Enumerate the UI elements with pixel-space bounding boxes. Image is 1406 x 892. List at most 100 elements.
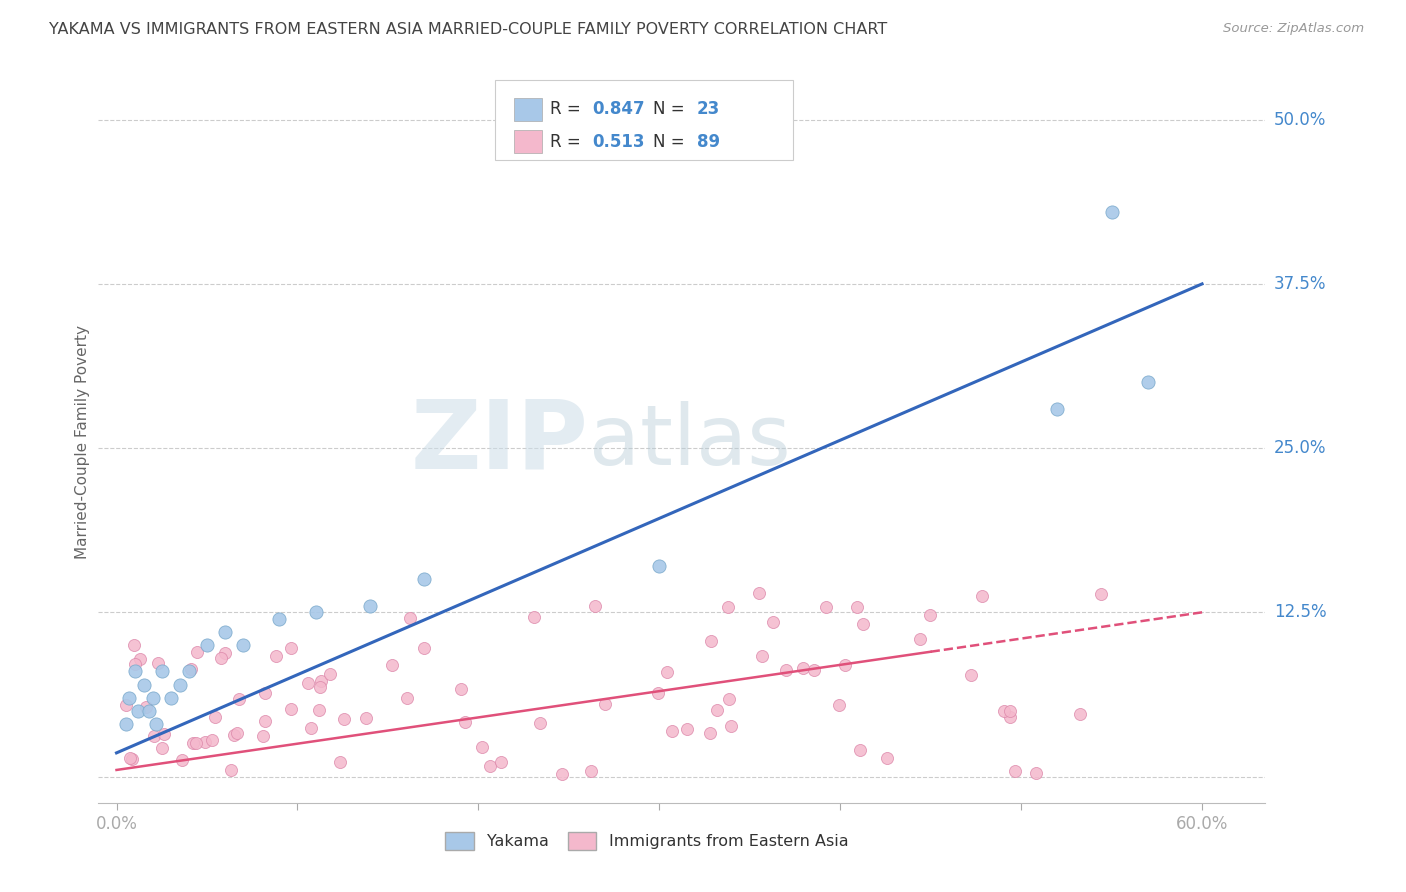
Point (150, 740, 173, 755)
Point (751, 649, 773, 664)
Point (998, 704, 1021, 718)
Point (209, 650, 232, 665)
Point (146, 656, 169, 670)
Text: 37.5%: 37.5% (1274, 275, 1326, 293)
Point (132, 677, 155, 691)
Point (648, 559, 671, 574)
FancyBboxPatch shape (495, 80, 793, 160)
Point (153, 726, 176, 740)
Text: atlas: atlas (589, 401, 790, 482)
Point (304, 605, 326, 619)
Text: 50.0%: 50.0% (1274, 111, 1326, 128)
Point (309, 680, 332, 694)
Point (159, 690, 181, 705)
Point (118, 690, 141, 705)
Point (471, 739, 494, 754)
Point (413, 573, 436, 587)
Point (775, 663, 797, 677)
Point (1101, 204, 1123, 219)
Point (1136, 376, 1159, 390)
Text: R =: R = (550, 100, 586, 118)
Point (127, 704, 149, 718)
Point (115, 698, 138, 713)
Point (145, 717, 167, 731)
Point (201, 733, 224, 747)
Point (748, 586, 770, 600)
Point (583, 599, 606, 614)
Point (214, 646, 236, 660)
FancyBboxPatch shape (513, 97, 541, 120)
Point (849, 743, 872, 757)
Point (413, 640, 436, 655)
Point (910, 632, 932, 646)
Y-axis label: Married-Couple Family Poverty: Married-Couple Family Poverty (75, 325, 90, 558)
Point (454, 715, 477, 730)
Point (269, 612, 291, 626)
Point (143, 729, 166, 743)
Point (329, 755, 352, 769)
Point (354, 711, 377, 725)
FancyBboxPatch shape (513, 130, 541, 153)
Point (359, 599, 381, 613)
Point (181, 736, 204, 750)
Point (264, 648, 287, 663)
Point (998, 710, 1021, 724)
Point (1004, 764, 1026, 778)
Point (150, 665, 173, 679)
Point (177, 665, 200, 679)
Point (225, 726, 247, 740)
Text: N =: N = (652, 133, 689, 151)
Point (195, 638, 218, 652)
Point (959, 668, 981, 682)
Text: 23: 23 (697, 100, 720, 118)
Text: 25.0%: 25.0% (1274, 439, 1326, 457)
Point (194, 735, 217, 749)
Point (396, 691, 419, 706)
Point (253, 686, 276, 700)
Point (319, 666, 342, 681)
Point (299, 721, 322, 735)
Point (1025, 765, 1047, 780)
Point (720, 719, 742, 733)
Point (1046, 401, 1069, 416)
Point (118, 750, 141, 764)
Point (280, 641, 302, 656)
Point (595, 698, 617, 712)
Point (716, 600, 738, 615)
Point (876, 751, 898, 765)
Point (252, 729, 274, 743)
Point (846, 599, 869, 614)
Point (186, 645, 208, 659)
Point (124, 665, 146, 679)
Point (169, 677, 191, 691)
Text: 0.513: 0.513 (592, 133, 644, 151)
Text: N =: N = (652, 100, 689, 118)
Point (138, 704, 160, 718)
Point (529, 716, 551, 731)
Point (450, 681, 472, 696)
Text: Source: ZipAtlas.com: Source: ZipAtlas.com (1223, 22, 1364, 36)
Point (655, 665, 678, 680)
Point (280, 702, 302, 716)
Point (699, 726, 721, 740)
Point (523, 610, 546, 624)
Text: 89: 89 (697, 133, 720, 151)
Text: YAKAMA VS IMMIGRANTS FROM EASTERN ASIA MARRIED-COUPLE FAMILY POVERTY CORRELATION: YAKAMA VS IMMIGRANTS FROM EASTERN ASIA M… (49, 22, 887, 37)
Point (122, 638, 145, 652)
Point (232, 638, 254, 652)
Point (124, 657, 146, 671)
Point (214, 625, 236, 640)
Point (834, 658, 856, 673)
Point (814, 599, 837, 614)
Point (661, 723, 683, 738)
Point (398, 611, 420, 625)
Point (718, 691, 741, 706)
Point (309, 673, 332, 688)
Point (551, 767, 574, 781)
Point (332, 713, 354, 727)
Text: R =: R = (550, 133, 586, 151)
Point (204, 710, 226, 724)
Text: ZIP: ZIP (411, 395, 589, 488)
Point (478, 759, 501, 773)
Point (135, 700, 157, 714)
